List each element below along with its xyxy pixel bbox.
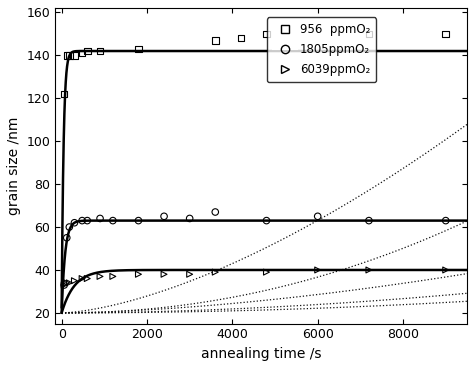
Point xyxy=(211,209,219,215)
Point xyxy=(83,48,91,54)
Point xyxy=(83,217,91,223)
Y-axis label: grain size /nm: grain size /nm xyxy=(7,117,21,215)
X-axis label: annealing time /s: annealing time /s xyxy=(201,347,321,361)
Point xyxy=(365,217,373,223)
Point xyxy=(135,46,142,52)
Point xyxy=(263,217,270,223)
Point xyxy=(65,280,73,286)
Point xyxy=(211,37,219,43)
Point xyxy=(60,282,68,288)
Point xyxy=(314,267,321,273)
Point xyxy=(65,52,73,58)
Point xyxy=(78,217,86,223)
Point xyxy=(186,271,193,277)
Point xyxy=(71,278,78,284)
Legend: 956  ppmO₂, 1805ppmO₂, 6039ppmO₂: 956 ppmO₂, 1805ppmO₂, 6039ppmO₂ xyxy=(267,17,376,82)
Point xyxy=(263,31,270,37)
Point xyxy=(442,31,449,37)
Point xyxy=(365,267,373,273)
Point xyxy=(160,271,168,277)
Point xyxy=(96,48,104,54)
Point xyxy=(160,213,168,219)
Point xyxy=(442,217,449,223)
Point xyxy=(135,271,142,277)
Point xyxy=(63,280,71,286)
Point xyxy=(60,282,68,288)
Point xyxy=(186,216,193,222)
Point xyxy=(63,235,71,241)
Point xyxy=(365,31,373,37)
Point xyxy=(65,224,73,230)
Point xyxy=(109,217,117,223)
Point xyxy=(211,269,219,275)
Point xyxy=(314,213,321,219)
Point xyxy=(109,273,117,279)
Point xyxy=(96,273,104,279)
Point xyxy=(263,269,270,275)
Point xyxy=(78,276,86,282)
Point xyxy=(60,91,68,97)
Point xyxy=(83,276,91,282)
Point xyxy=(63,52,71,58)
Point xyxy=(78,50,86,56)
Point xyxy=(442,267,449,273)
Point xyxy=(71,52,78,58)
Point xyxy=(96,216,104,222)
Point xyxy=(237,35,245,41)
Point xyxy=(71,220,78,226)
Point xyxy=(135,217,142,223)
